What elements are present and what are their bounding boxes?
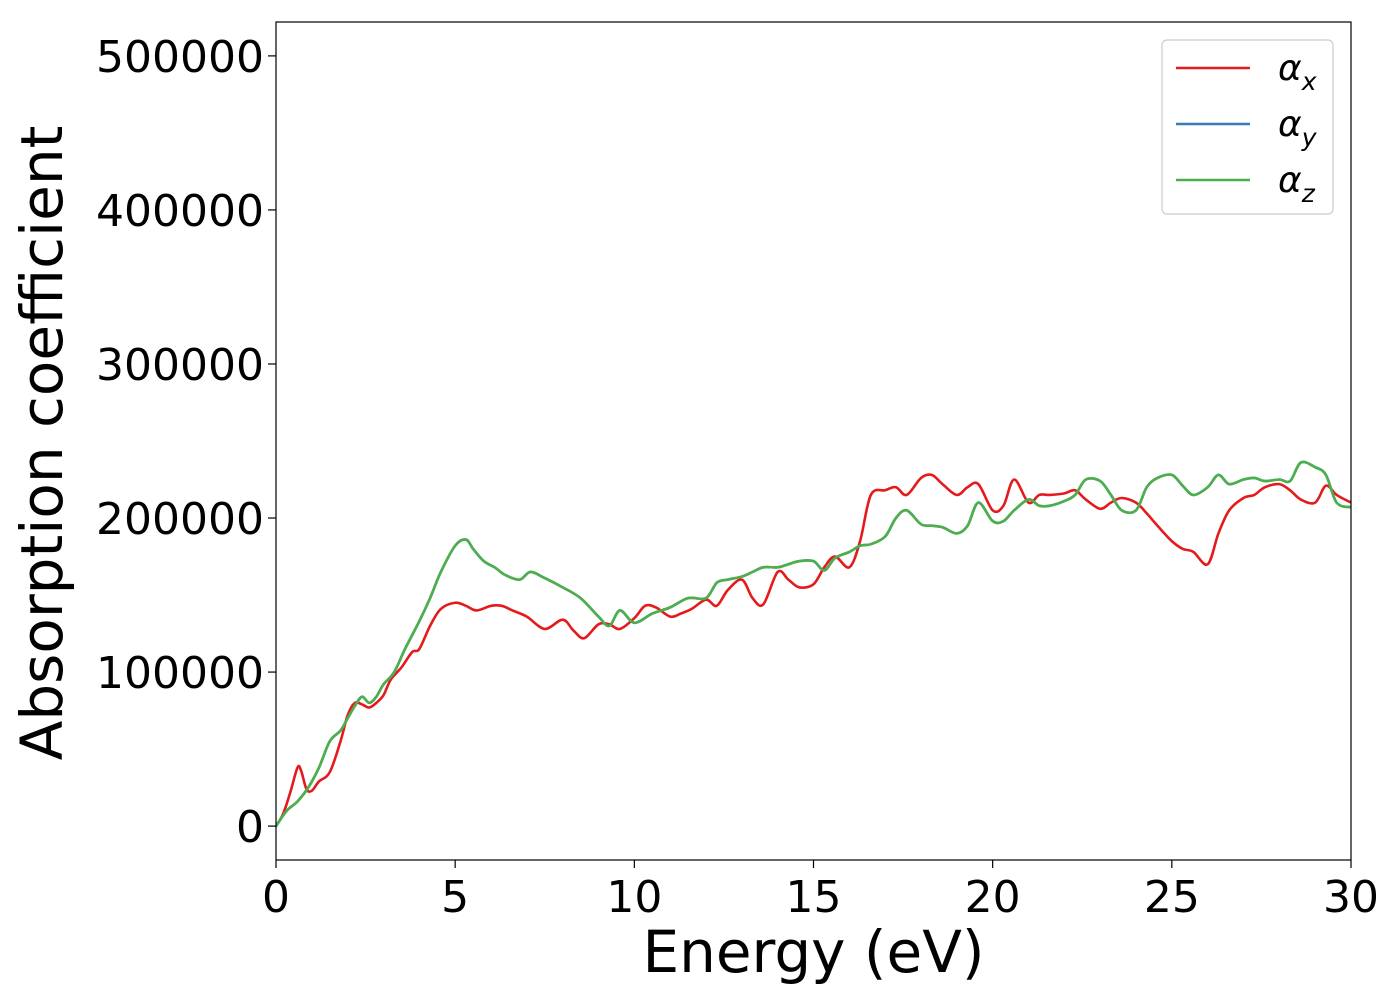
x-tick-label: 30 — [1323, 872, 1379, 923]
series-line-x — [276, 473, 1351, 828]
y-tick-label: 100000 — [96, 648, 264, 699]
x-tick-label: 0 — [262, 872, 290, 923]
y-tick-label: 0 — [236, 802, 264, 853]
x-axis-ticks: 0 5 10 15 20 25 30 — [262, 860, 1379, 923]
x-axis-label: Energy (eV) — [642, 918, 984, 986]
legend-label-z: αz — [1278, 160, 1316, 208]
legend-label-x: αx — [1278, 48, 1317, 96]
y-tick-label: 300000 — [96, 340, 264, 391]
legend-label-y: αy — [1278, 104, 1318, 152]
y-axis-label: Absorption coefficient — [8, 126, 76, 761]
y-axis-ticks: 0 100000 200000 300000 400000 500000 — [96, 32, 276, 853]
y-tick-label: 400000 — [96, 186, 264, 237]
x-tick-label: 25 — [1144, 872, 1200, 923]
x-tick-label: 15 — [786, 872, 842, 923]
legend-box — [1161, 39, 1334, 215]
series-layer — [276, 460, 1351, 828]
x-tick-label: 20 — [965, 872, 1021, 923]
series-line-z — [276, 460, 1351, 828]
x-tick-label: 10 — [606, 872, 662, 923]
x-tick-label: 5 — [441, 872, 469, 923]
y-tick-label: 500000 — [96, 32, 264, 83]
legend: αx αy αz — [1161, 39, 1334, 215]
y-tick-label: 200000 — [96, 494, 264, 545]
